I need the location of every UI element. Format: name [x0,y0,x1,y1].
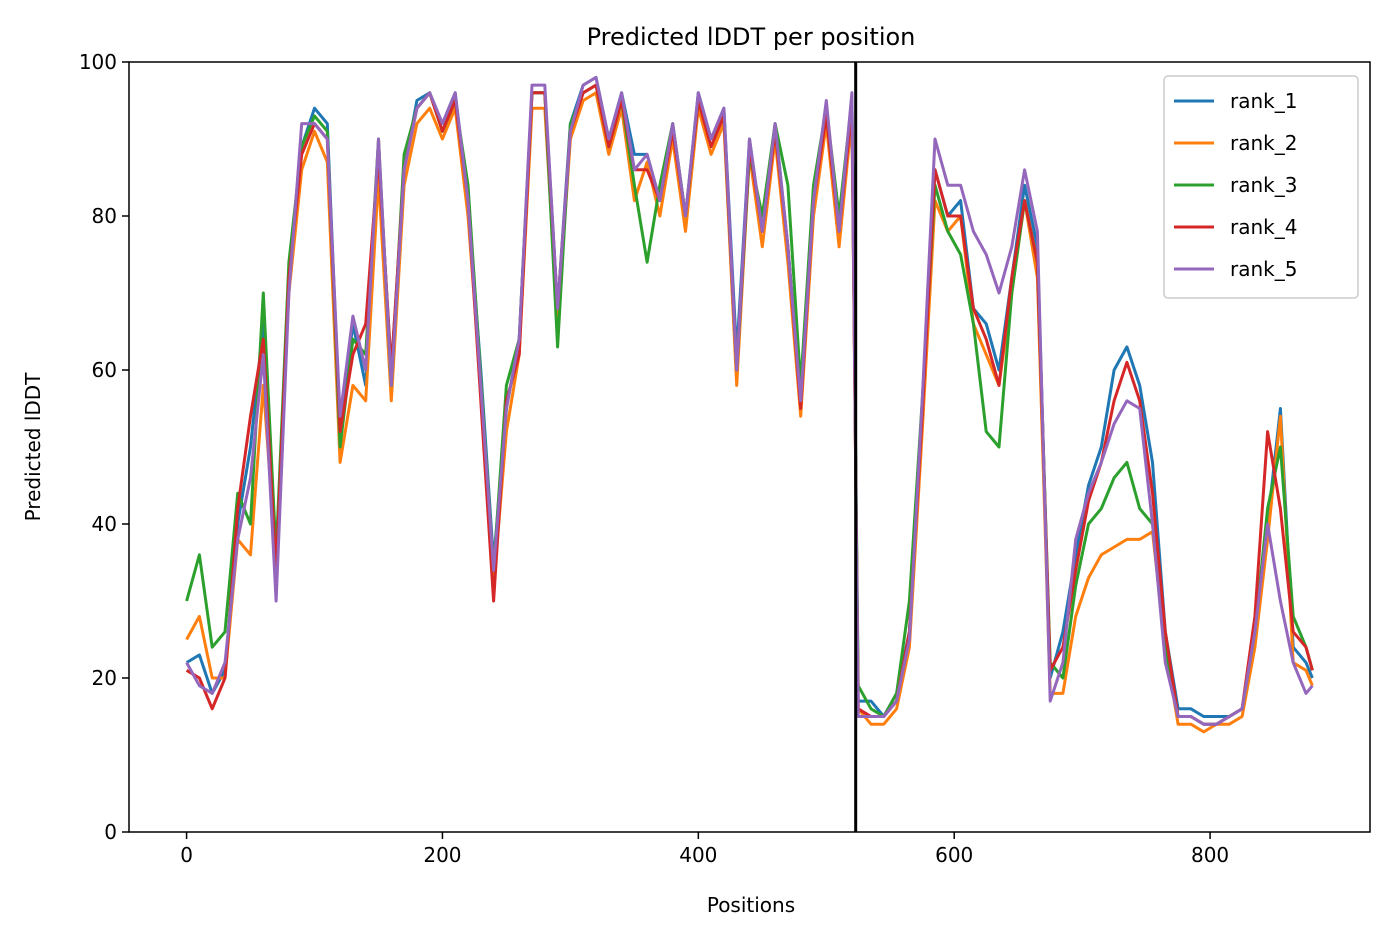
chart-title: Predicted lDDT per position [587,23,916,51]
plot-area: 0 200 400 600 800 0 20 40 60 80 100 [79,50,1371,867]
y-tick-label-80: 80 [92,204,117,228]
legend-label-rank_1: rank_1 [1230,89,1297,113]
y-axis-label: Predicted lDDT [21,372,45,522]
x-tick-label-800: 800 [1191,843,1229,867]
x-tick-label-400: 400 [679,843,717,867]
legend: rank_1 rank_2 rank_3 rank_4 rank_5 [1163,75,1359,299]
legend-label-rank_2: rank_2 [1230,131,1297,155]
legend-box [1163,75,1359,299]
x-tick-label-200: 200 [423,843,461,867]
legend-label-rank_5: rank_5 [1230,257,1297,281]
legend-label-rank_3: rank_3 [1230,173,1297,197]
series-line-rank_5 [185,75,1314,726]
series-line-rank_2 [185,91,1314,734]
x-axis-label: Positions [707,893,795,917]
x-tick-label-600: 600 [935,843,973,867]
x-tick-label-0: 0 [180,843,193,867]
y-tick-label-0: 0 [104,820,117,844]
y-tick-label-40: 40 [92,512,117,536]
y-tick-label-60: 60 [92,358,117,382]
y-tick-label-20: 20 [92,666,117,690]
legend-label-rank_4: rank_4 [1230,215,1297,239]
y-tick-label-100: 100 [79,50,117,74]
axes-frame [128,61,1371,833]
